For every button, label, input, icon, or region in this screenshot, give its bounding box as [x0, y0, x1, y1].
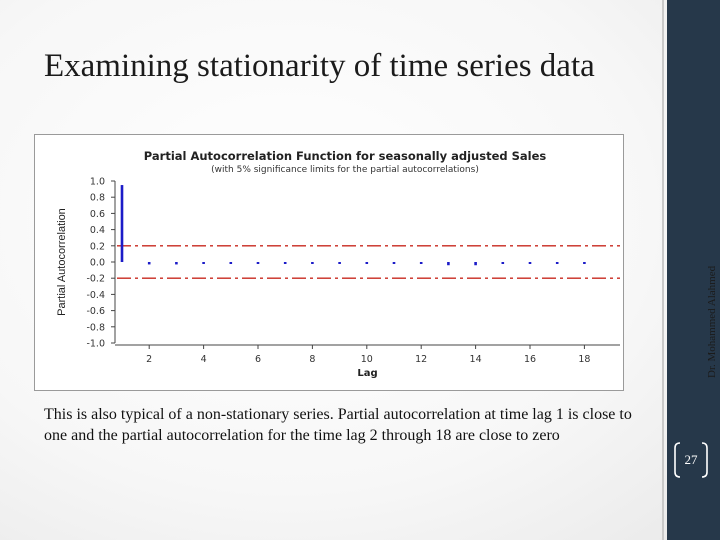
- pacf-bar: [474, 262, 477, 266]
- x-tick-label: 14: [470, 354, 482, 365]
- pacf-bar: [147, 262, 151, 265]
- pacf-bar: [365, 262, 369, 264]
- y-tick-label: 0.2: [90, 241, 105, 252]
- pacf-bar: [229, 262, 233, 264]
- slide-body-text: This is also typical of a non-stationary…: [44, 406, 632, 444]
- y-tick-label: 0.4: [90, 225, 105, 236]
- y-tick-label: 1.0: [90, 177, 105, 188]
- x-tick-label: 6: [255, 354, 261, 365]
- author-credit: Dr. Mohammed Alahmed: [706, 265, 718, 378]
- pacf-bar: [447, 262, 450, 266]
- pacf-bar: [338, 262, 341, 264]
- y-tick-label: -0.8: [86, 322, 105, 333]
- pacf-bar: [120, 185, 124, 262]
- y-tick-label: -1.0: [86, 339, 105, 350]
- y-axis-label: Partial Autocorrelation: [56, 208, 68, 316]
- chart-subtitle: (with 5% significance limits for the par…: [211, 165, 479, 175]
- pacf-bar: [175, 262, 178, 265]
- pacf-bar: [501, 262, 505, 264]
- x-axis-label: Lag: [357, 368, 377, 379]
- x-tick-label: 16: [524, 354, 536, 365]
- x-tick-label: 8: [309, 354, 315, 365]
- x-tick-label: 4: [201, 354, 207, 365]
- y-tick-label: -0.2: [86, 274, 105, 285]
- y-tick-label: 0.6: [90, 209, 105, 220]
- pacf-bar: [419, 262, 423, 264]
- pacf-bar: [528, 262, 532, 264]
- pacf-bar: [202, 262, 205, 264]
- x-tick-label: 10: [361, 354, 373, 365]
- page-number: 27: [684, 452, 698, 467]
- x-tick-label: 18: [578, 354, 590, 365]
- pacf-bar: [583, 262, 586, 264]
- sidebar-band: [667, 0, 720, 540]
- pacf-chart-svg: Partial Autocorrelation Function for sea…: [56, 149, 620, 379]
- y-tick-label: 0.0: [90, 258, 105, 269]
- y-tick-label: -0.4: [86, 290, 105, 301]
- y-tick-label: -0.6: [86, 306, 105, 317]
- chart-title: Partial Autocorrelation Function for sea…: [144, 149, 547, 163]
- pacf-bar: [392, 262, 396, 264]
- x-tick-label: 2: [146, 354, 152, 365]
- pacf-bar: [256, 262, 260, 264]
- sidebar-divider: [662, 0, 664, 540]
- x-tick-label: 12: [415, 354, 427, 365]
- page-number-bracket: [674, 442, 708, 478]
- y-tick-label: 0.8: [90, 193, 105, 204]
- pacf-bar: [555, 262, 559, 264]
- pacf-chart: Partial Autocorrelation Function for sea…: [34, 134, 624, 391]
- pacf-bar: [311, 262, 314, 264]
- pacf-bar: [283, 262, 287, 264]
- slide-title: Examining stationarity of time series da…: [44, 48, 595, 84]
